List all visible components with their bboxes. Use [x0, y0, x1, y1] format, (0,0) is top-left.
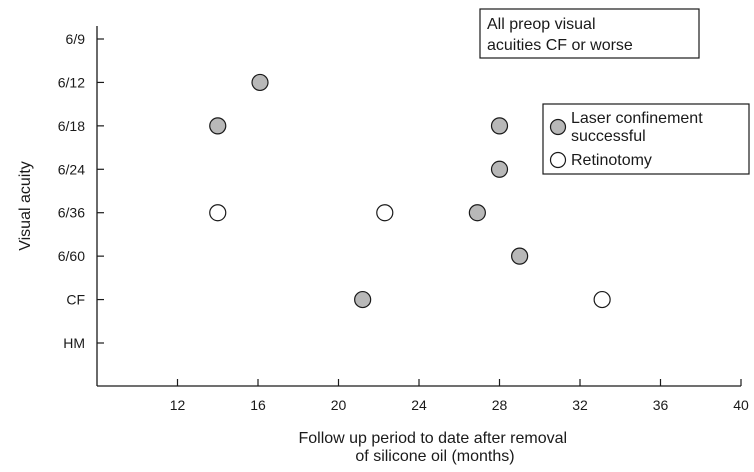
- annotation-border: [479, 8, 700, 59]
- annotation-line-1: All preop visual: [487, 16, 596, 33]
- x-tick-label: 32: [572, 397, 588, 413]
- y-tick-label: CF: [66, 292, 85, 308]
- annotation-text: All preop visual acuities CF or worse: [487, 16, 633, 54]
- y-tick-label: 6/9: [66, 31, 86, 47]
- y-tick-label: 6/60: [58, 248, 85, 264]
- x-tick-label: 24: [411, 397, 427, 413]
- x-tick-label: 12: [170, 397, 186, 413]
- y-tick-label: 6/24: [58, 161, 85, 177]
- data-points: [209, 73, 611, 309]
- x-tick-label: 40: [733, 397, 749, 413]
- y-ticks: HM CF 6/60 6/36 6/24 6/18 6/12 6/9: [58, 31, 104, 351]
- y-axis-title: Visual acuity: [17, 161, 34, 251]
- retinotomy-point: [593, 290, 611, 309]
- annotation-box: All preop visual acuities CF or worse: [479, 8, 700, 59]
- legend-label-retinotomy: Retinotomy: [571, 152, 652, 169]
- legend: Laser confinement successful Retinotomy: [542, 103, 750, 175]
- legend-marker-laser: [549, 118, 567, 136]
- retinotomy-point: [376, 204, 394, 222]
- legend-label-laser-line-1: Laser confinement: [571, 110, 703, 127]
- legend-label-laser: Laser confinement successful: [571, 110, 707, 145]
- annotation-line-2: acuities CF or worse: [487, 37, 633, 54]
- x-tick-label: 20: [331, 397, 347, 413]
- laser-confinement-point: [209, 117, 227, 135]
- y-tick-label: HM: [63, 335, 85, 351]
- legend-label-laser-line-2: successful: [571, 128, 646, 145]
- laser-confinement-point: [490, 117, 509, 135]
- laser-confinement-point: [468, 204, 486, 222]
- legend-marker-retinotomy: [549, 151, 567, 169]
- x-axis-title-line-2: of silicone oil (months): [355, 448, 514, 465]
- plot-area: 12 16 20 24 28 32 36 40 HM CF 6/60 6/36 6/24 6/18 6/1…: [58, 26, 749, 413]
- y-tick-label: 6/18: [58, 118, 85, 134]
- retinotomy-point: [209, 204, 227, 222]
- y-tick-label: 6/36: [58, 205, 85, 221]
- laser-confinement-point: [490, 160, 509, 178]
- y-tick-label: 6/12: [58, 74, 85, 90]
- legend-border: [542, 103, 750, 175]
- x-tick-label: 16: [250, 397, 266, 413]
- laser-confinement-point: [251, 73, 269, 92]
- x-tick-label: 28: [492, 397, 508, 413]
- x-ticks: 12 16 20 24 28 32 36 40: [170, 379, 749, 413]
- x-axis-title: Follow up period to date after removal o…: [298, 430, 571, 465]
- laser-confinement-point: [511, 247, 529, 265]
- x-tick-label: 36: [653, 397, 669, 413]
- x-axis-title-line-1: Follow up period to date after removal: [298, 430, 567, 447]
- laser-confinement-point: [354, 290, 372, 309]
